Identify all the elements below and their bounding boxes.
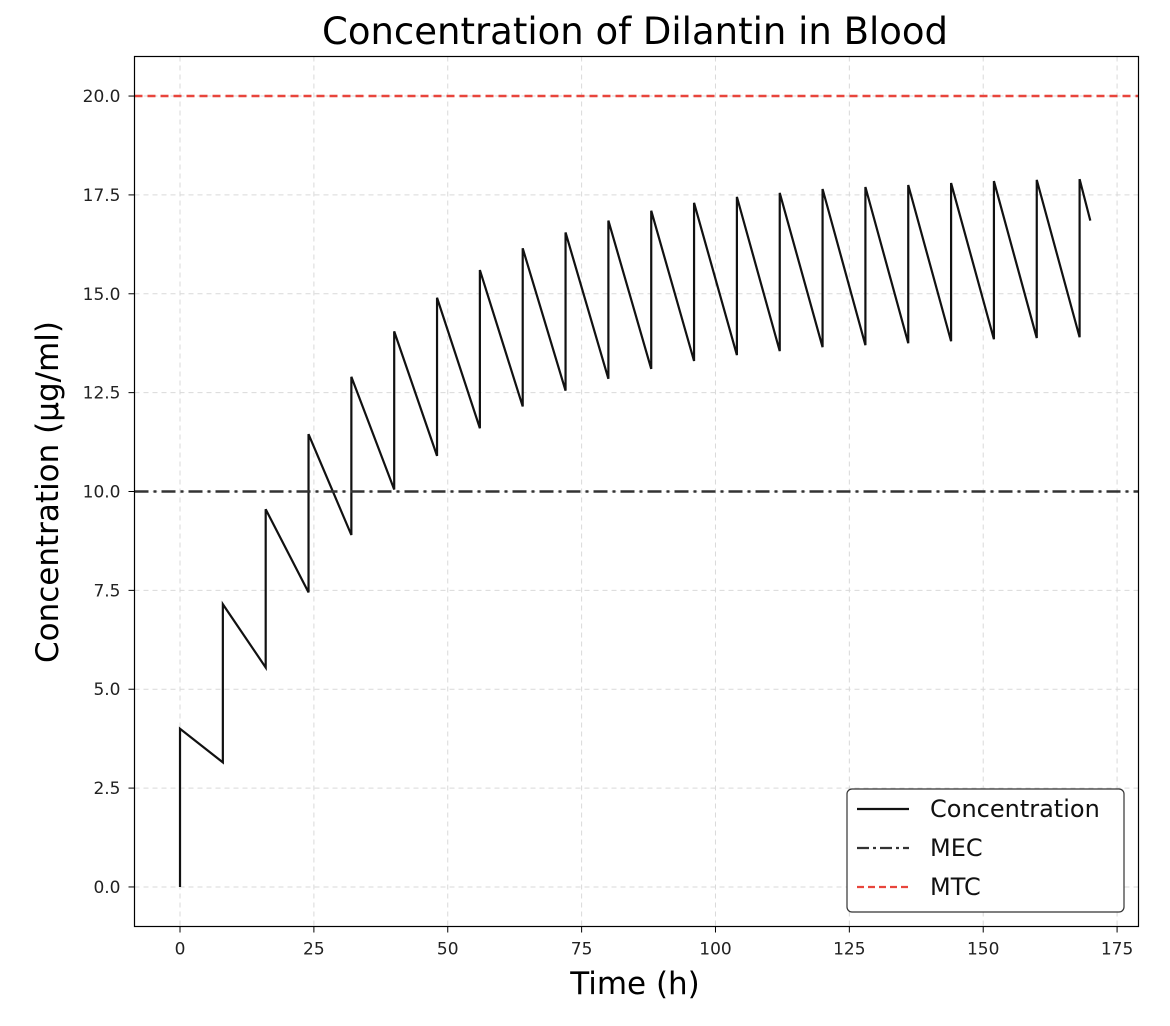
x-tick-label: 0 [175, 940, 186, 960]
x-tick-label: 125 [833, 940, 865, 960]
x-axis-label: Time (h) [569, 966, 700, 1002]
legend-label-mec: MEC [930, 834, 983, 862]
x-tick-label: 175 [1101, 940, 1133, 960]
x-tick-label: 50 [437, 940, 459, 960]
x-tick-label: 25 [303, 940, 325, 960]
chart-title: Concentration of Dilantin in Blood [322, 10, 948, 53]
y-tick-label: 0.0 [93, 878, 120, 898]
y-tick-label: 12.5 [83, 384, 121, 404]
legend-box [846, 788, 1125, 913]
y-tick-label: 15.0 [83, 285, 121, 305]
y-tick-label: 20.0 [83, 87, 121, 107]
y-tick-label: 5.0 [93, 680, 120, 700]
legend-label-concentration: Concentration [930, 795, 1100, 823]
x-tick-label: 75 [571, 940, 593, 960]
y-tick-label: 7.5 [93, 581, 120, 601]
legend-label-mtc: MTC [930, 873, 981, 901]
y-axis-label: Concentration (μg/ml) [30, 321, 66, 663]
series-concentration-line [178, 178, 1092, 887]
legend: Concentration MEC MTC [846, 788, 1125, 913]
plot-series [134, 94, 1139, 887]
y-tick-label: 2.5 [93, 779, 120, 799]
y-tick-label: 17.5 [83, 186, 121, 206]
x-tick-label: 150 [967, 940, 999, 960]
x-tick-label: 100 [699, 940, 731, 960]
y-tick-label: 10.0 [83, 483, 121, 503]
axis-ticks: 0 25 50 75 100 125 150 175 0.0 2.5 5.0 7.5 10.0 12.5 1… [83, 87, 1134, 959]
